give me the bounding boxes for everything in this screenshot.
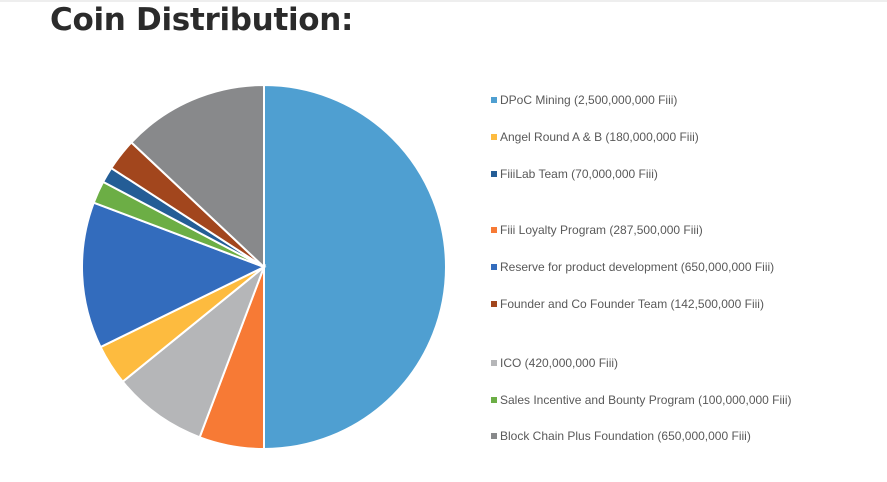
legend-swatch (491, 264, 497, 270)
legend-swatch (491, 134, 497, 140)
legend-label: FiiiLab Team (70,000,000 Fiii) (500, 167, 658, 181)
legend-item: FiiiLab Team (70,000,000 Fiii) (491, 167, 658, 181)
pie-slice-8 (129, 83, 265, 270)
legend-item: Sales Incentive and Bounty Program (100,… (491, 393, 792, 407)
legend-label: ICO (420,000,000 Fiii) (500, 356, 619, 370)
legend-label: Angel Round A & B (180,000,000 Fiii) (500, 130, 699, 144)
legend-label: Founder and Co Founder Team (142,500,000… (500, 297, 764, 311)
legend-swatch (491, 301, 497, 307)
legend-item: ICO (420,000,000 Fiii) (491, 356, 618, 370)
chart-title: Coin Distribution: (50, 2, 354, 38)
pie-slice-6 (121, 263, 267, 439)
legend-swatch (491, 227, 497, 233)
legend-item: DPoC Mining (2,500,000,000 Fiii) (491, 93, 677, 107)
legend-swatch (491, 171, 497, 177)
legend-swatch (491, 360, 497, 366)
legend-item: Block Chain Plus Foundation (650,000,000… (491, 429, 751, 443)
legend-swatch (491, 433, 497, 439)
legend-swatch (491, 97, 497, 103)
legend-label: Block Chain Plus Foundation (650,000,000… (500, 429, 751, 443)
pie-slice-4 (81, 201, 267, 349)
legend-label: Sales Incentive and Bounty Program (100,… (500, 393, 792, 407)
top-divider (0, 0, 887, 2)
pie-slice-0 (263, 83, 447, 451)
legend-swatch (491, 397, 497, 403)
legend-item: Founder and Co Founder Team (142,500,000… (491, 297, 764, 311)
legend-label: Reserve for product development (650,000… (500, 260, 775, 274)
legend-item: Angel Round A & B (180,000,000 Fiii) (491, 130, 699, 144)
legend-label: DPoC Mining (2,500,000,000 Fiii) (500, 93, 678, 107)
legend-item: Reserve for product development (650,000… (491, 260, 774, 274)
legend-label: Fiii Loyalty Program (287,500,000 Fiii) (500, 223, 703, 237)
legend-item: Fiii Loyalty Program (287,500,000 Fiii) (491, 223, 703, 237)
